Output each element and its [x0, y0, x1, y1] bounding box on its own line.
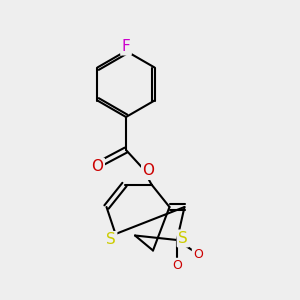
- Text: S: S: [106, 232, 116, 247]
- Text: O: O: [193, 248, 203, 262]
- Text: F: F: [122, 39, 130, 54]
- Text: O: O: [172, 259, 182, 272]
- Text: O: O: [92, 159, 104, 174]
- Text: S: S: [178, 231, 188, 246]
- Text: O: O: [142, 164, 154, 178]
